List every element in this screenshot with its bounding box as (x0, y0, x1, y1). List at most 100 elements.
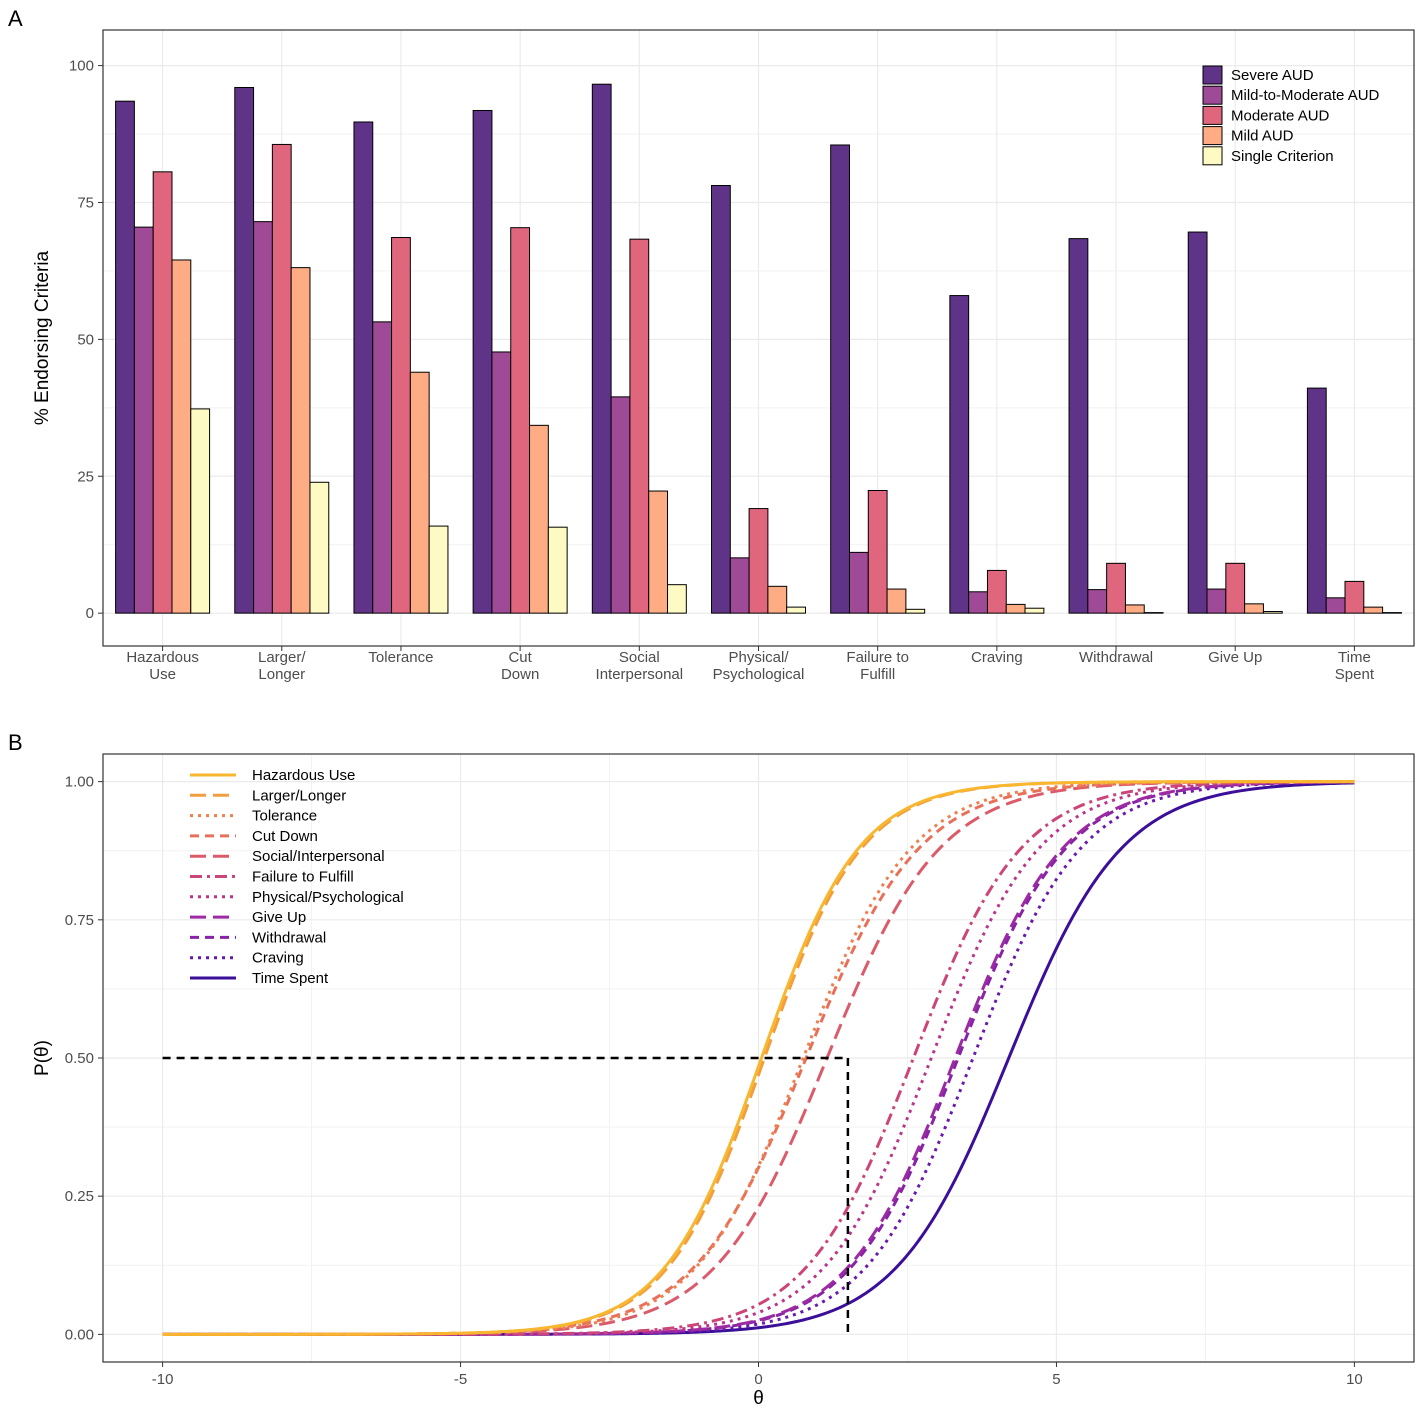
legend-label: Single Criterion (1231, 148, 1334, 165)
legend-key (1202, 146, 1223, 166)
bar (152, 171, 173, 614)
bar (253, 221, 273, 614)
x-tick-label: Fulfill (860, 666, 895, 683)
bar (171, 259, 192, 614)
bar (949, 295, 970, 614)
bar (1225, 562, 1246, 614)
y-tick-label: 50 (77, 331, 94, 348)
bar (1124, 604, 1145, 614)
bar (1106, 562, 1126, 614)
bar (968, 591, 988, 614)
x-tick-label: Larger/ (258, 649, 306, 666)
x-tick-label: Failure to (846, 649, 909, 666)
y-tick-label: 1.00 (65, 774, 94, 791)
bar (1068, 238, 1089, 614)
bar (610, 396, 631, 614)
bar (234, 86, 255, 614)
y-tick-label: 0.25 (65, 1188, 94, 1205)
bar (133, 226, 154, 614)
legend-label: Hazardous Use (252, 767, 355, 784)
y-axis-title: % Endorsing Criteria (32, 250, 53, 425)
x-tick-label: Time (1338, 649, 1371, 666)
y-tick-label: 100 (69, 58, 94, 75)
bar (667, 584, 687, 614)
bar (1206, 588, 1227, 614)
x-tick-label: -10 (152, 1371, 174, 1388)
panel-a-letter: A (8, 6, 23, 31)
bar (748, 508, 769, 614)
line-chart-panel: 0.00 0.25 0.50 0.75 1.00 -10 -5 0 5 10 θ P(θ) Hazard… (32, 753, 1415, 1409)
bar (353, 121, 374, 614)
bar (905, 608, 926, 614)
bar (1382, 612, 1402, 614)
x-tick-label: Hazardous (126, 649, 199, 666)
x-tick-label: Tolerance (368, 649, 433, 666)
bar (529, 424, 549, 614)
bar (1344, 580, 1365, 614)
bar (711, 185, 731, 614)
x-tick-label: Down (501, 666, 539, 683)
x-tick-label: Longer (258, 666, 305, 683)
x-tick-label: -5 (454, 1371, 467, 1388)
bar (1187, 231, 1208, 614)
legend-key (1202, 65, 1223, 85)
icc-curve (162, 780, 1355, 1336)
panel-b-letter: B (8, 730, 23, 755)
bar (830, 144, 850, 614)
bar (1024, 607, 1045, 614)
bar (848, 551, 869, 614)
legend-label: Cut Down (252, 828, 318, 845)
legend-label: Give Up (252, 909, 306, 926)
bar (547, 526, 568, 614)
bar (290, 267, 311, 614)
x-tick-label: 0 (754, 1371, 762, 1388)
bar (729, 557, 750, 614)
bar (115, 100, 135, 614)
bar (1087, 589, 1108, 614)
bar (591, 83, 612, 614)
bar (472, 109, 493, 614)
bar (1262, 611, 1283, 614)
x-tick-label: Spent (1335, 666, 1375, 683)
legend-label: Withdrawal (252, 929, 326, 946)
legend-key (1202, 85, 1223, 105)
bar (1363, 606, 1384, 614)
legend-label: Severe AUD (1231, 67, 1314, 84)
legend-key (1202, 126, 1223, 146)
legend-label: Mild-to-Moderate AUD (1231, 87, 1380, 104)
y-tick-label: 25 (77, 468, 94, 485)
bar (391, 237, 411, 614)
legend-label: Social/Interpersonal (252, 848, 385, 865)
legend-key (1202, 105, 1223, 125)
x-tick-label: Social (619, 649, 660, 666)
x-tick-label: Physical/ (728, 649, 789, 666)
legend-label: Mild AUD (1231, 128, 1294, 145)
legend-label: Failure to Fulfill (252, 869, 354, 886)
legend-label: Craving (252, 950, 304, 967)
x-tick-label: Withdrawal (1079, 649, 1153, 666)
y-tick-label: 0.00 (65, 1326, 94, 1343)
bar (1244, 603, 1264, 614)
bar (372, 321, 393, 614)
legend-label: Time Spent (252, 970, 329, 987)
x-tick-label: 5 (1052, 1371, 1060, 1388)
bar (510, 227, 531, 614)
x-axis-title: θ (753, 1388, 764, 1409)
bar (491, 351, 512, 614)
bar (428, 525, 449, 614)
y-tick-label: 0.75 (65, 912, 94, 929)
x-tick-label: Use (149, 666, 176, 683)
icc-curve (162, 780, 1355, 1336)
x-tick-label: 10 (1346, 1371, 1363, 1388)
y-axis-title: P(θ) (32, 1040, 53, 1076)
x-tick-label: Cut (508, 649, 532, 666)
y-tick-label: 0 (86, 605, 94, 622)
bar (1306, 387, 1327, 614)
y-tick-label: 0.50 (65, 1050, 94, 1067)
bar (271, 143, 292, 614)
bar (886, 588, 907, 614)
x-tick-label: Interpersonal (596, 666, 684, 683)
bar (1005, 603, 1026, 614)
